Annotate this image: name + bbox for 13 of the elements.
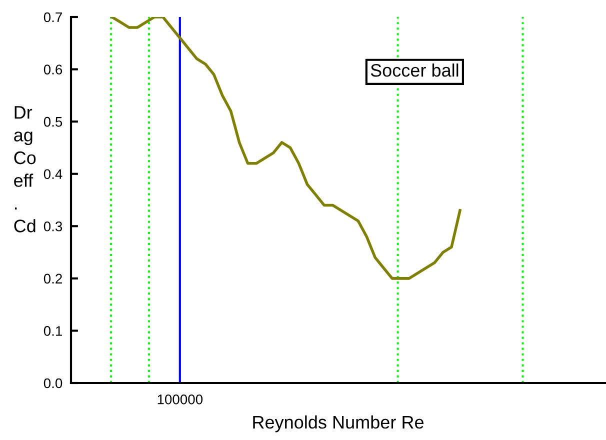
y-tick-label: 0.7 <box>44 12 62 22</box>
y-tick-label: 0.0 <box>44 378 62 388</box>
y-tick-label: 0.3 <box>44 221 62 232</box>
y-tick-label: 0.1 <box>44 326 62 336</box>
x-axis-title: Reynolds Number Re <box>253 415 424 432</box>
annotation: Soccer ball <box>370 63 458 77</box>
y-tick-label: 0.6 <box>44 64 62 74</box>
y-tick-label: 0.2 <box>44 274 62 284</box>
y-axis-title: Dr ag Co eff . Cd <box>14 106 36 232</box>
line-series <box>110 17 462 280</box>
y-tick-label: 0.5 <box>44 116 62 127</box>
y-tick-label: 0.4 <box>44 169 62 180</box>
x-tick-label: 100000 <box>158 394 203 404</box>
